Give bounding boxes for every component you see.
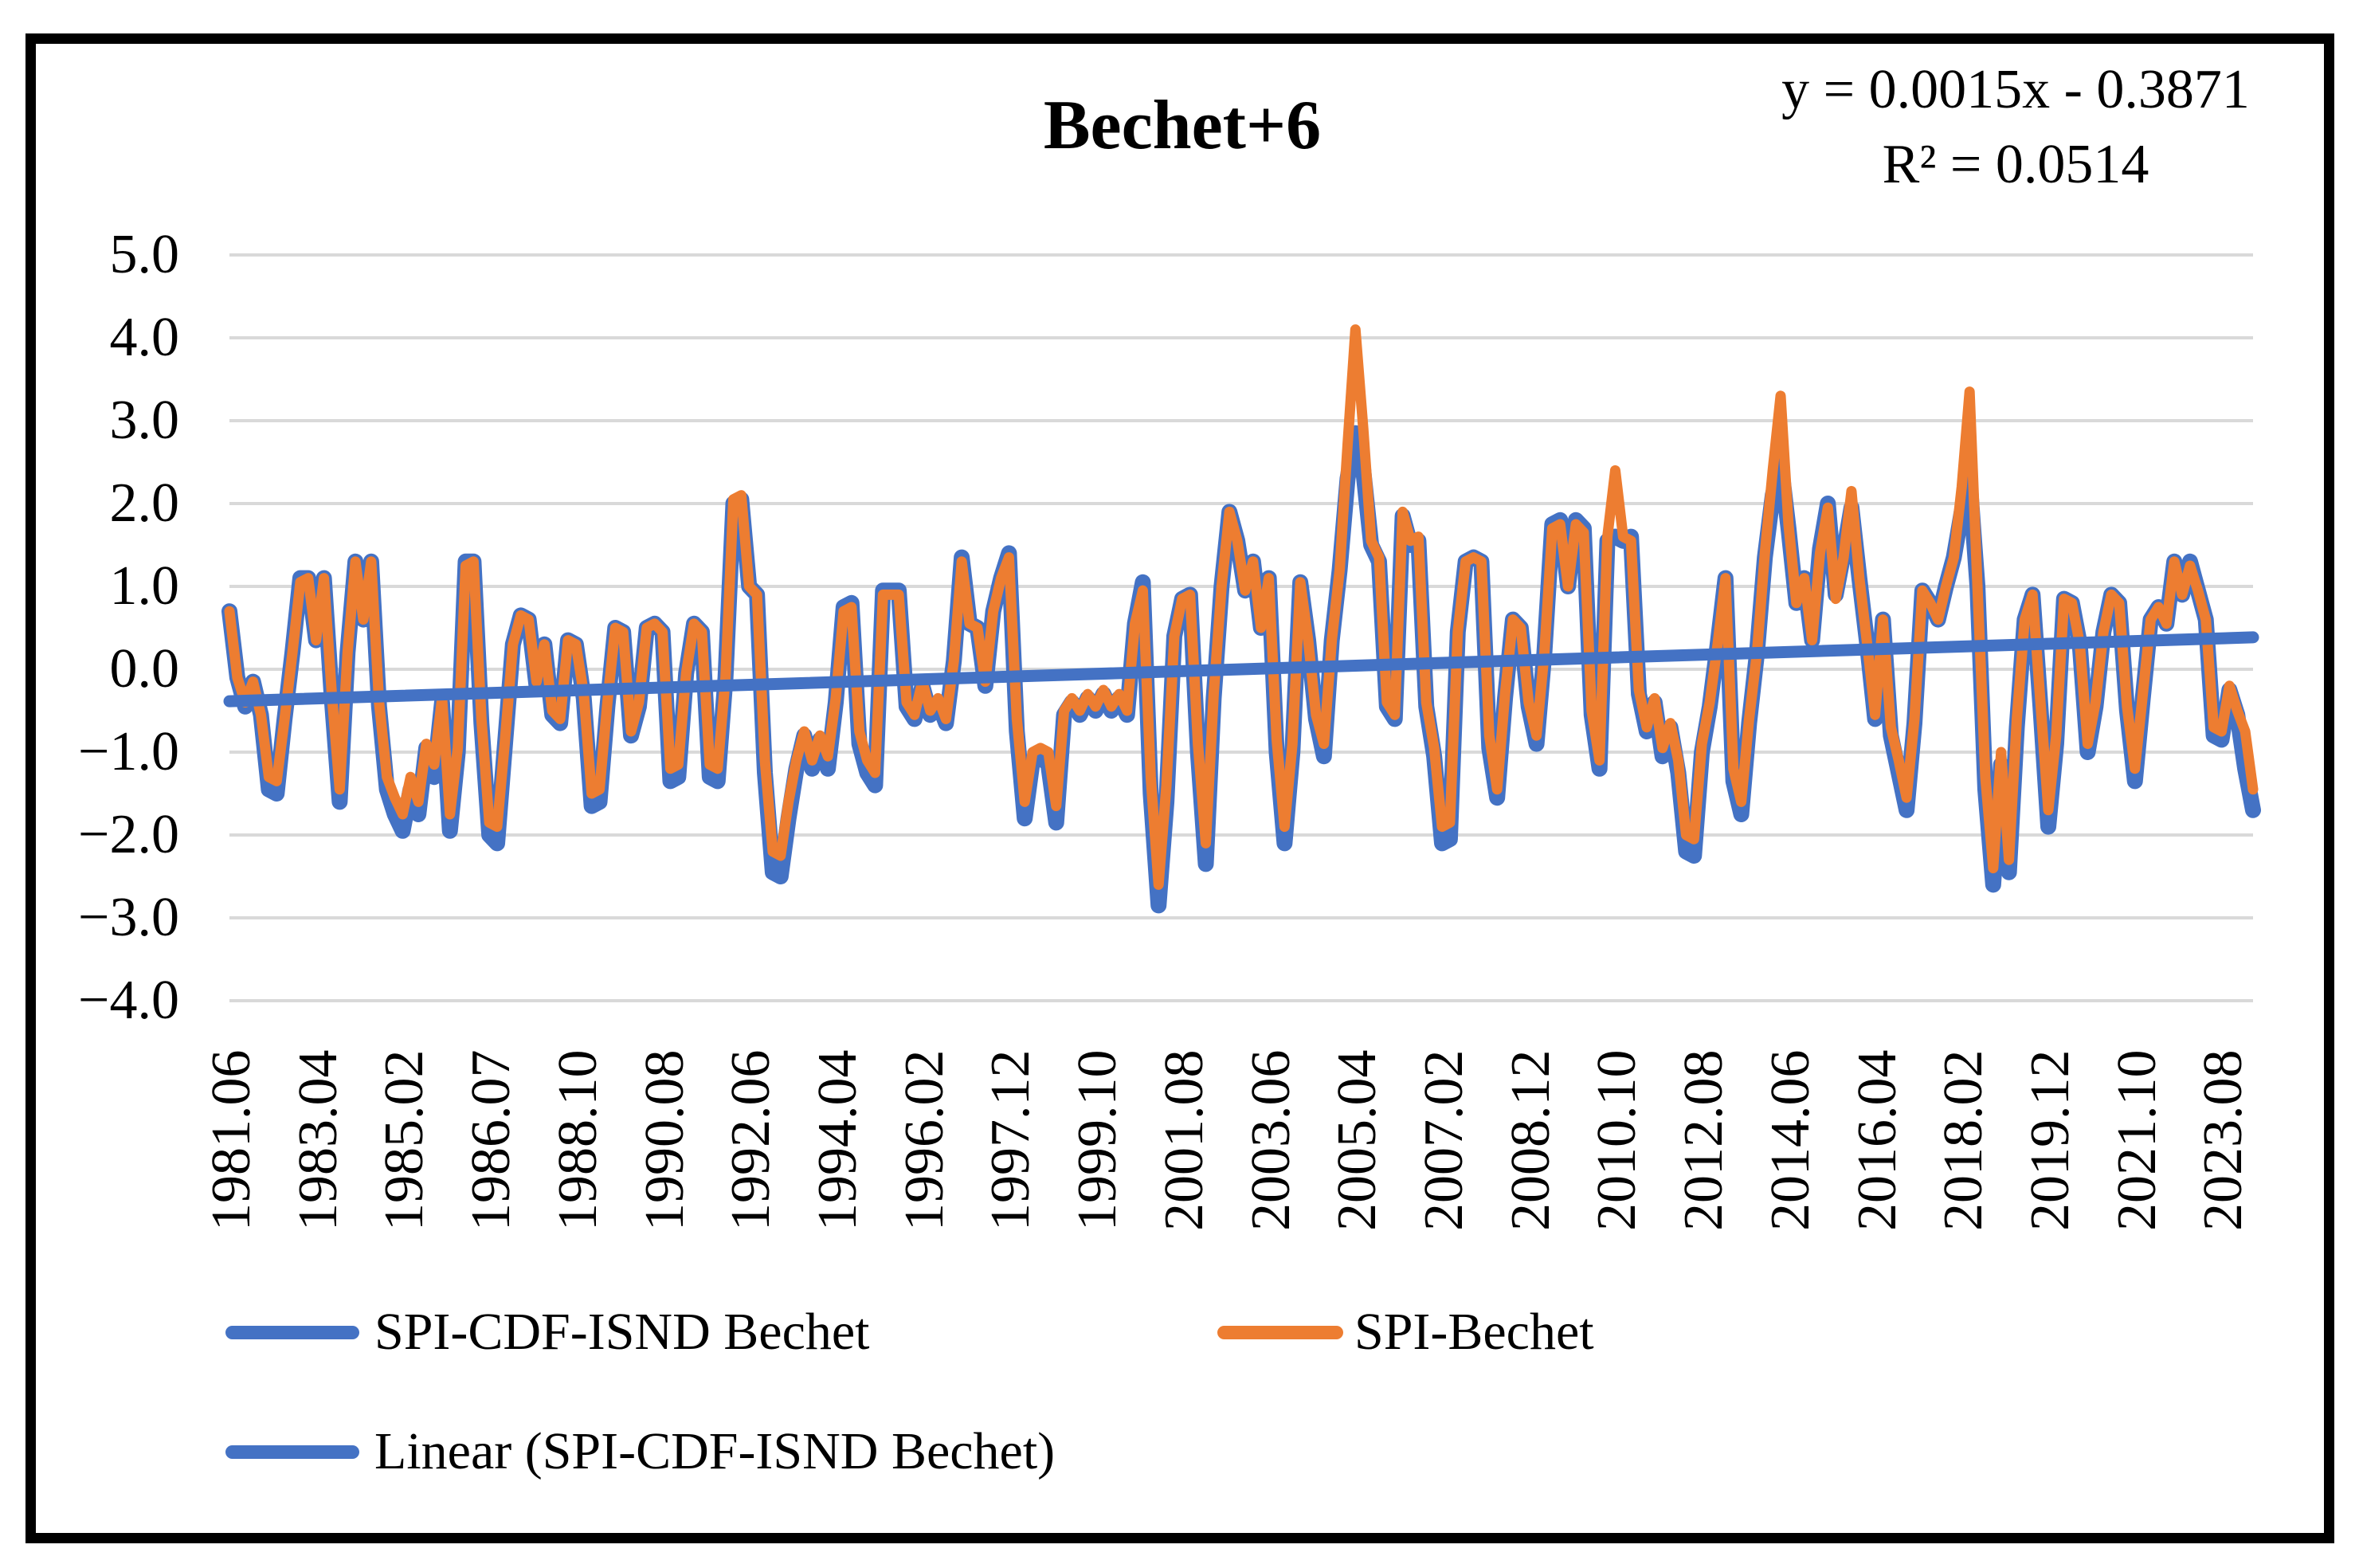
x-tick-label: 2019.12 (2020, 1049, 2082, 1232)
x-tick-label: 2005.04 (1326, 1049, 1389, 1232)
y-tick-label: 5.0 (109, 224, 180, 285)
y-tick-label: 3.0 (109, 390, 180, 451)
y-tick-label: 4.0 (109, 307, 180, 368)
trend-line (223, 631, 2259, 708)
x-tick-label: 1999.10 (1067, 1049, 1129, 1232)
x-tick-label: 2001.08 (1153, 1049, 1215, 1232)
x-tick-label: 1988.10 (547, 1049, 609, 1232)
y-tick-label: −1.0 (78, 721, 179, 782)
x-tick-label: 2008.12 (1499, 1049, 1562, 1232)
x-tick-label: 1990.08 (633, 1049, 696, 1232)
x-tick-label: 1986.07 (460, 1049, 523, 1232)
x-tick-label: 1981.06 (201, 1049, 262, 1232)
x-tick-label: 2023.08 (2192, 1049, 2255, 1232)
x-tick-label: 1996.02 (893, 1049, 955, 1232)
legend-label-spi-cdf-isnd: SPI-CDF-ISND Bechet (374, 1303, 870, 1361)
x-tick-label: 2016.04 (1846, 1049, 1908, 1232)
x-tick-label: 1985.02 (374, 1049, 436, 1232)
legend-key-spi (1217, 1326, 1343, 1339)
x-tick-label: 2014.06 (1759, 1049, 1821, 1232)
series-line-spi (224, 324, 2259, 890)
x-tick-label: 1994.04 (807, 1049, 868, 1232)
y-tick-label: 0.0 (109, 638, 180, 700)
legend-label-spi: SPI-Bechet (1354, 1303, 1594, 1361)
x-tick-label: 2012.08 (1673, 1049, 1735, 1232)
legend-key-linear (225, 1445, 359, 1459)
legend-label-linear: Linear (SPI-CDF-ISND Bechet) (374, 1422, 1056, 1480)
trendline-equation: y = 0.0015x - 0.3871 (1781, 59, 2250, 120)
x-tick-label: 1997.12 (980, 1049, 1042, 1232)
chart-title: Bechet+6 (1043, 87, 1322, 164)
x-tick-label: 2018.02 (1933, 1049, 1995, 1232)
x-tick-label: 2021.10 (2106, 1049, 2168, 1232)
y-tick-label: −3.0 (78, 887, 179, 948)
y-tick-label: −4.0 (78, 970, 179, 1031)
legend-key-spi-cdf-isnd (225, 1326, 359, 1339)
trendline-equation-block: y = 0.0015x - 0.3871 R² = 0.0514 (1697, 53, 2334, 202)
x-tick-label: 1992.06 (720, 1049, 782, 1232)
r-squared-value: R² = 0.0514 (1882, 134, 2149, 195)
y-tick-label: 1.0 (109, 555, 180, 617)
x-tick-label: 1983.04 (287, 1049, 349, 1232)
x-tick-label: 2010.10 (1586, 1049, 1648, 1232)
y-tick-label: −2.0 (78, 804, 179, 865)
y-tick-label: 2.0 (109, 472, 180, 534)
x-tick-label: 2003.06 (1240, 1049, 1302, 1232)
x-tick-label: 2007.02 (1413, 1049, 1475, 1232)
chart-border-frame (25, 33, 2334, 1543)
